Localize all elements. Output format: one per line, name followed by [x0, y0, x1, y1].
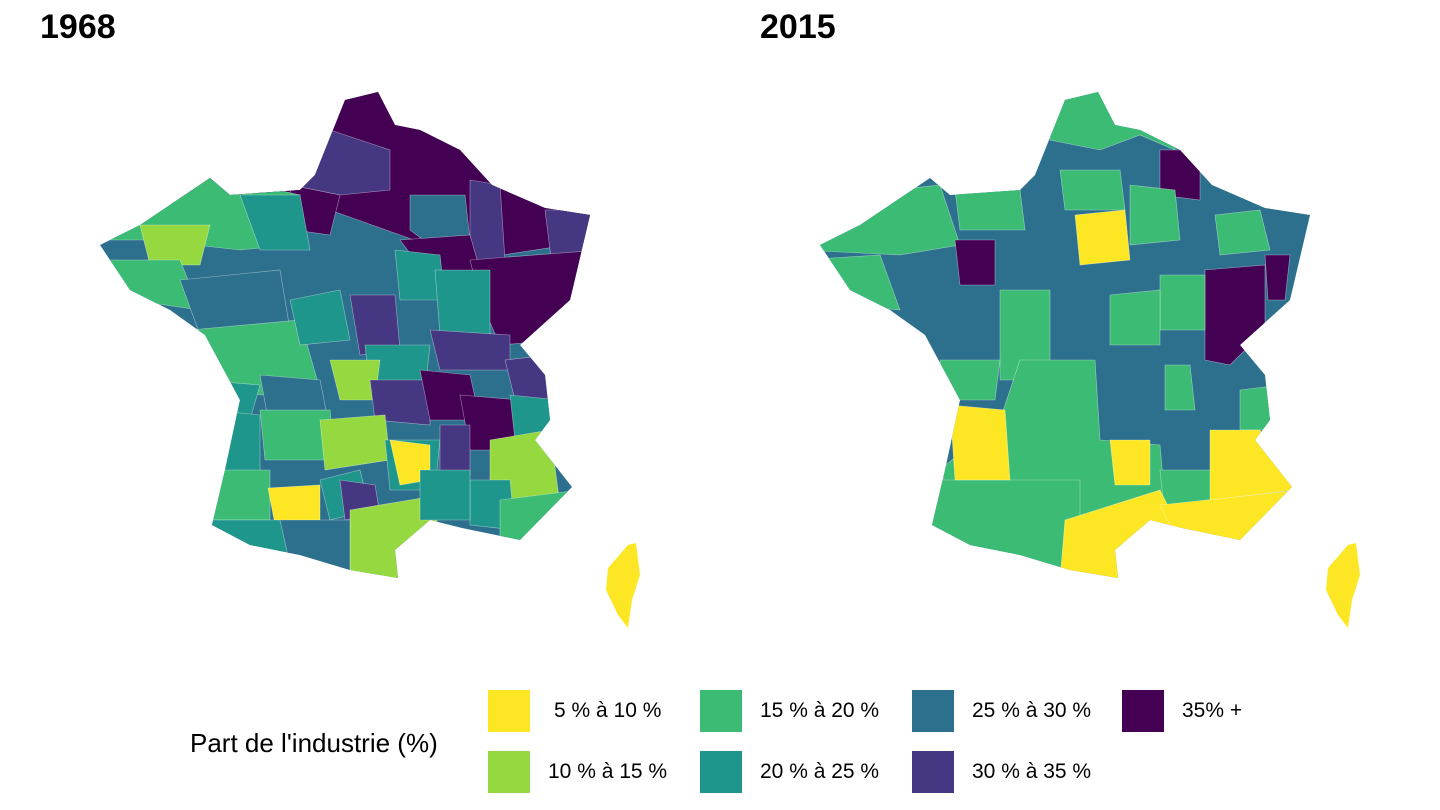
legend-swatch-25-30 — [912, 690, 954, 732]
legend-swatch-20-25 — [700, 751, 742, 793]
legend-label-10-15: 10 % à 15 % — [548, 760, 668, 783]
legend-item-10-15: 10 % à 15 % — [488, 750, 667, 794]
legend-label-5-10: 5 % à 10 % — [554, 699, 662, 722]
legend-item-30-35: 30 % à 35 % — [912, 750, 1091, 794]
legend-swatch-35-plus — [1122, 690, 1164, 732]
legend-label-25-30: 25 % à 30 % — [972, 699, 1092, 722]
map-2015 — [820, 92, 1360, 628]
legend-item-20-25: 20 % à 25 % — [700, 750, 879, 794]
legend-title: Part de l'industrie (%) — [190, 728, 438, 758]
map-1968 — [100, 92, 640, 628]
legend-label-20-25: 20 % à 25 % — [760, 760, 880, 783]
legend-swatch-15-20 — [700, 690, 742, 732]
legend-label-30-35: 30 % à 35 % — [972, 760, 1092, 783]
legend-label-15-20: 15 % à 20 % — [760, 699, 880, 722]
legend-item-25-30: 25 % à 30 % — [912, 689, 1091, 733]
legend-label-35-plus: 35% + — [1182, 699, 1243, 722]
legend-swatch-30-35 — [912, 751, 954, 793]
legend-item-5-10: 5 % à 10 % — [488, 689, 661, 733]
legend-item-15-20: 15 % à 20 % — [700, 689, 879, 733]
legend-swatch-5-10 — [488, 690, 530, 732]
legend-swatch-10-15 — [488, 751, 530, 793]
map-title-2015: 2015 — [760, 8, 836, 46]
legend-item-35-plus: 35% + — [1122, 689, 1242, 733]
map-title-1968: 1968 — [40, 8, 116, 46]
